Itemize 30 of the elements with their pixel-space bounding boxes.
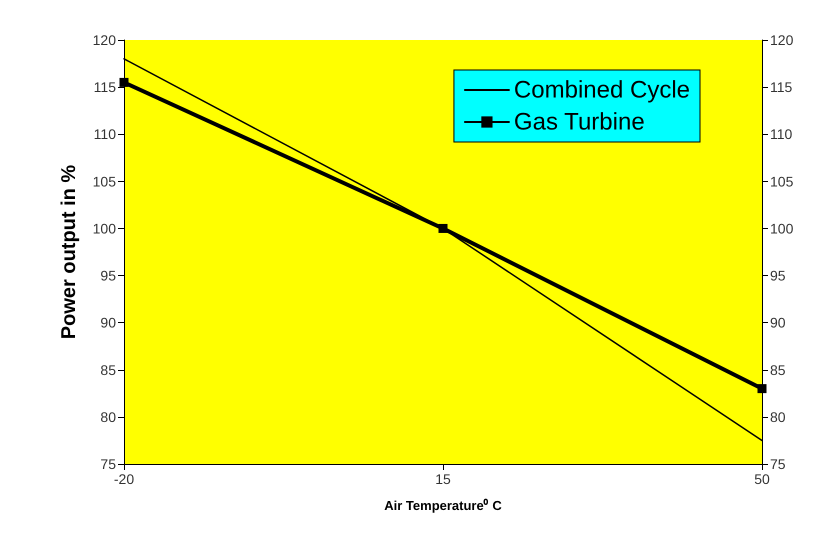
y2-tick-label: 85 bbox=[770, 362, 786, 378]
y-tick-label: 90 bbox=[100, 314, 116, 331]
y-tick-label: 85 bbox=[100, 362, 116, 378]
y-tick-label: 115 bbox=[94, 79, 116, 96]
x-tick-label: -20 bbox=[114, 471, 134, 487]
y-tick-label: 110 bbox=[94, 126, 116, 142]
y-tick-label: 75 bbox=[100, 456, 116, 472]
y2-tick-label: 100 bbox=[770, 220, 794, 236]
x-tick-label: 50 bbox=[754, 471, 770, 487]
y2-tick-label: 75 bbox=[770, 456, 786, 472]
point bbox=[120, 78, 128, 87]
x-tick-label: 15 bbox=[435, 471, 451, 487]
y2-tick-label: 80 bbox=[770, 408, 786, 425]
y2-tick-label: 115 bbox=[770, 79, 793, 96]
y-tick-label: 120 bbox=[92, 32, 116, 48]
y2-tick-label: 90 bbox=[770, 314, 786, 331]
y-tick-label: 100 bbox=[92, 220, 116, 236]
y2-tick-label: 95 bbox=[770, 268, 786, 284]
y-axis-title: Power output in % bbox=[58, 164, 80, 340]
y2-tick-label: 110 bbox=[770, 126, 793, 142]
point bbox=[438, 224, 448, 233]
y-tick-label: 95 bbox=[100, 268, 116, 284]
y2-tick-label: 120 bbox=[770, 32, 794, 48]
point bbox=[758, 384, 766, 394]
x-axis-title: Air Temperature⁰ C bbox=[384, 498, 502, 513]
legend-label: Combined Cycle bbox=[514, 76, 690, 104]
legend-label: Gas Turbine bbox=[514, 108, 645, 136]
y-tick-label: 105 bbox=[92, 173, 116, 190]
y-tick-label: 80 bbox=[100, 408, 116, 425]
y2-tick-label: 105 bbox=[770, 173, 794, 190]
